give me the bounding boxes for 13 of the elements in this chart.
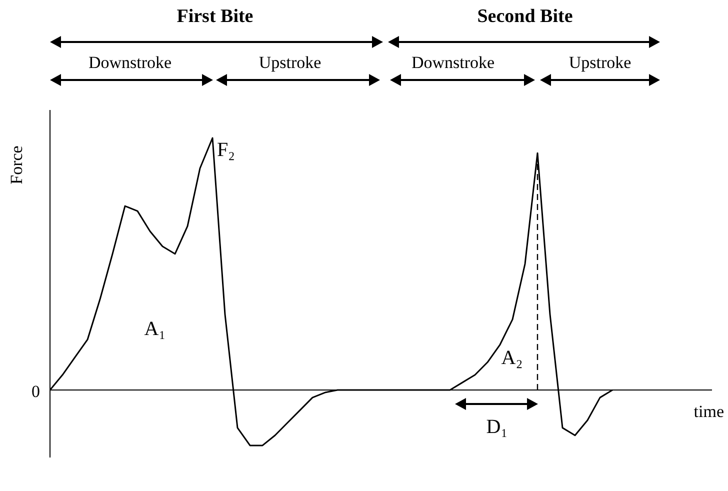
annotation: A₂ xyxy=(501,347,523,369)
y-axis-title: Force xyxy=(7,146,26,184)
text: Downstroke xyxy=(88,53,172,72)
x-axis-title: time xyxy=(694,402,724,421)
annotation: D₁ xyxy=(486,416,508,438)
text: Second Bite xyxy=(477,6,573,27)
annotation: A₁ xyxy=(144,318,166,340)
annotation: F₂ xyxy=(216,139,236,161)
text: Downstroke xyxy=(411,53,495,72)
text: First Bite xyxy=(176,6,254,27)
text: Upstroke xyxy=(568,53,632,72)
text: Upstroke xyxy=(258,53,322,72)
text: 0 xyxy=(32,382,40,401)
